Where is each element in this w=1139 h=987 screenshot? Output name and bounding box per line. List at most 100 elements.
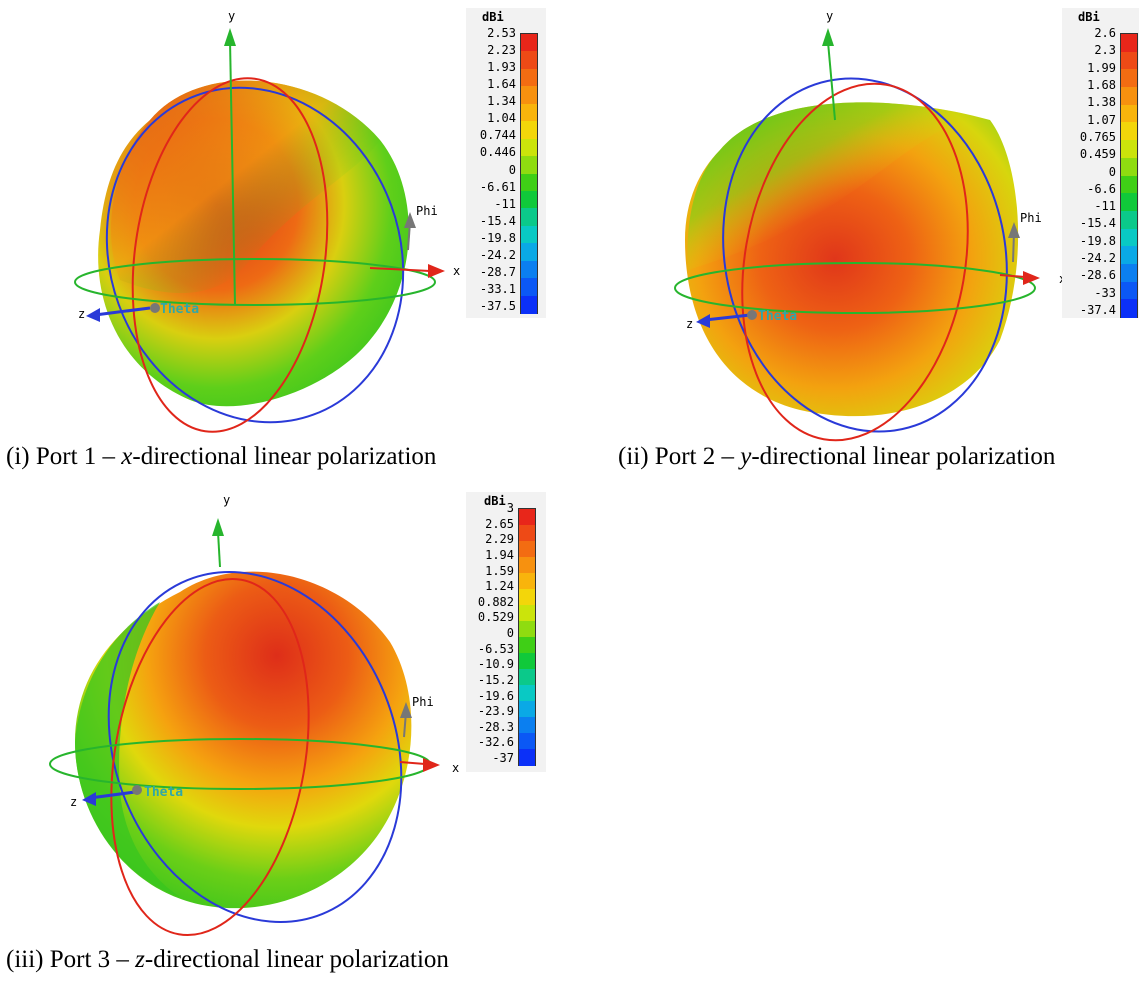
colorbar-segment: [1121, 299, 1137, 319]
x-axis-label: x: [452, 761, 459, 775]
colorbar-tick-label: -24.2: [479, 247, 516, 262]
colorbar-gradient: [520, 33, 538, 315]
colorbar-segment: [521, 68, 537, 88]
z-axis-label: z: [70, 795, 77, 809]
colorbar-unit: dBi: [482, 10, 504, 24]
x-axis: [369, 267, 431, 272]
colorbar-segment: [1121, 122, 1137, 142]
phi-vertical-ring: [741, 82, 969, 442]
pattern-surface-edge: [75, 602, 180, 897]
colorbar-tick-label: 1.99: [1087, 60, 1116, 75]
theta-ring: [105, 86, 405, 424]
theta-label: Theta: [758, 309, 797, 324]
colorbar-ticks: 3 2.65 2.29 1.94 1.59 1.24 0.882 0.529 0 -6.53 -10…: [466, 502, 514, 765]
y-axis-label: y: [228, 9, 235, 23]
colorbar-tick-label: 0.459: [1079, 147, 1116, 162]
colorbar-tick-label: 1.94: [485, 547, 514, 562]
colorbar-segment: [1121, 210, 1137, 230]
colorbar-segment: [1121, 193, 1137, 213]
theta-marker: [150, 303, 160, 313]
colorbar-tick-label: -33.1: [479, 281, 516, 296]
y-axis-arrow: [822, 28, 834, 46]
colorbar-tick-label: -24.2: [1079, 251, 1116, 266]
colorbar-segment: [1121, 69, 1137, 89]
colorbar-tick-label: -28.6: [1079, 268, 1116, 283]
colorbar-segment: [521, 208, 537, 228]
radiation-pattern-3d: y x z Theta Phi: [74, 9, 460, 433]
colorbar-segment: [1121, 157, 1137, 177]
z-axis-label: z: [78, 307, 85, 321]
colorbar-tick-label: 1.64: [487, 77, 516, 92]
colorbar-tick-label: 0.765: [1079, 129, 1116, 144]
colorbar-tick-label: -11: [1094, 199, 1116, 214]
z-axis: [704, 313, 751, 322]
phi-arrow-head: [1008, 222, 1020, 238]
x-axis: [399, 761, 426, 765]
colorbar-segment: [521, 156, 537, 175]
y-axis-label: y: [223, 493, 230, 507]
z-axis-arrow: [86, 308, 100, 322]
phi-label: Phi: [1020, 211, 1042, 225]
colorbar-segment: [521, 278, 537, 297]
colorbar-gradient: [518, 508, 536, 767]
radiation-pattern-3d: y x z Theta Phi: [49, 493, 459, 937]
colorbar-segment: [521, 173, 537, 193]
colorbar-tick-label: -37.4: [1079, 303, 1116, 317]
colorbar-tick-label: 2.3: [1094, 43, 1116, 58]
colorbar-tick-label: 0: [508, 162, 516, 177]
colorbar-segment: [519, 557, 535, 575]
x-axis-arrow: [1023, 271, 1040, 285]
colorbar-tick-label: 3: [506, 501, 514, 515]
colorbar-segment: [521, 190, 537, 210]
colorbar-tick-label: -28.3: [477, 719, 514, 734]
y-axis: [827, 41, 836, 121]
colorbar-segment: [521, 51, 537, 71]
colorbar-tick-label: -37.5: [479, 299, 516, 313]
colorbar-segment: [521, 243, 537, 263]
colorbar-tick-label: 0: [1108, 164, 1116, 179]
z-axis: [94, 306, 151, 317]
colorbar-tick-label: 0: [506, 626, 514, 640]
colorbar-tick-label: -15.4: [479, 213, 516, 228]
phi-arrow-head: [404, 212, 416, 228]
colorbar-tick-label: -19.6: [477, 688, 514, 703]
colorbar-tick-label: 0.529: [477, 610, 514, 625]
colorbar-segment: [521, 103, 537, 123]
colorbar-tick-label: 0.744: [479, 128, 516, 143]
x-axis-arrow: [423, 758, 440, 772]
colorbar-tick-label: 1.24: [485, 579, 514, 594]
colorbar-segment: [1121, 175, 1137, 195]
colorbar: dBi 2.53 2.23 1.93 1.64 1.34 1.04 0.744 0.446 0 -…: [466, 8, 546, 318]
colorbar-tick-label: -37: [492, 751, 514, 765]
colorbar-ticks: 2.6 2.3 1.99 1.68 1.38 1.07 0.765 0.459 0 -6.6 -11…: [1062, 27, 1116, 317]
phi-vertical-ring: [110, 577, 310, 937]
colorbar-segment: [519, 701, 535, 719]
colorbar-tick-label: -28.7: [479, 264, 516, 279]
equator-ring: [74, 258, 436, 306]
colorbar-tick-label: -19.8: [1079, 233, 1116, 248]
colorbar-segment: [519, 685, 535, 703]
z-axis-arrow: [82, 792, 96, 806]
colorbar-tick-label: 2.53: [487, 26, 516, 40]
colorbar-tick-label: 2.23: [487, 43, 516, 58]
y-axis-arrow: [224, 28, 236, 46]
colorbar-tick-label: -15.2: [477, 672, 514, 687]
colorbar-tick-label: -33: [1094, 285, 1116, 300]
caption-port2: (ii) Port 2 – y-directional linear polar…: [618, 443, 1056, 470]
phi-arrow-head: [400, 702, 412, 718]
colorbar-segment: [1121, 51, 1137, 71]
z-axis-label: z: [686, 317, 693, 331]
colorbar-tick-label: -6.6: [1087, 181, 1116, 196]
radiation-pattern-3d: y x z Theta Phi: [674, 9, 1066, 442]
theta-marker: [747, 310, 757, 320]
colorbar-segment: [521, 34, 537, 53]
colorbar-segment: [519, 749, 535, 767]
x-axis-arrow: [428, 264, 445, 278]
pattern-surface-highlight: [687, 102, 990, 270]
colorbar-tick-label: 1.59: [485, 563, 514, 578]
colorbar-tick-label: 2.65: [485, 516, 514, 531]
colorbar-unit: dBi: [484, 494, 506, 508]
colorbar-tick-label: 1.38: [1087, 95, 1116, 110]
pattern-panel-port2: y x z Theta Phi dBi 2.6 2.3 1.99 1.68 1.38 1.…: [600, 0, 1139, 490]
colorbar: dBi 2.6 2.3 1.99 1.68 1.38 1.07 0.765 0.459 0 -6.…: [1062, 8, 1139, 319]
